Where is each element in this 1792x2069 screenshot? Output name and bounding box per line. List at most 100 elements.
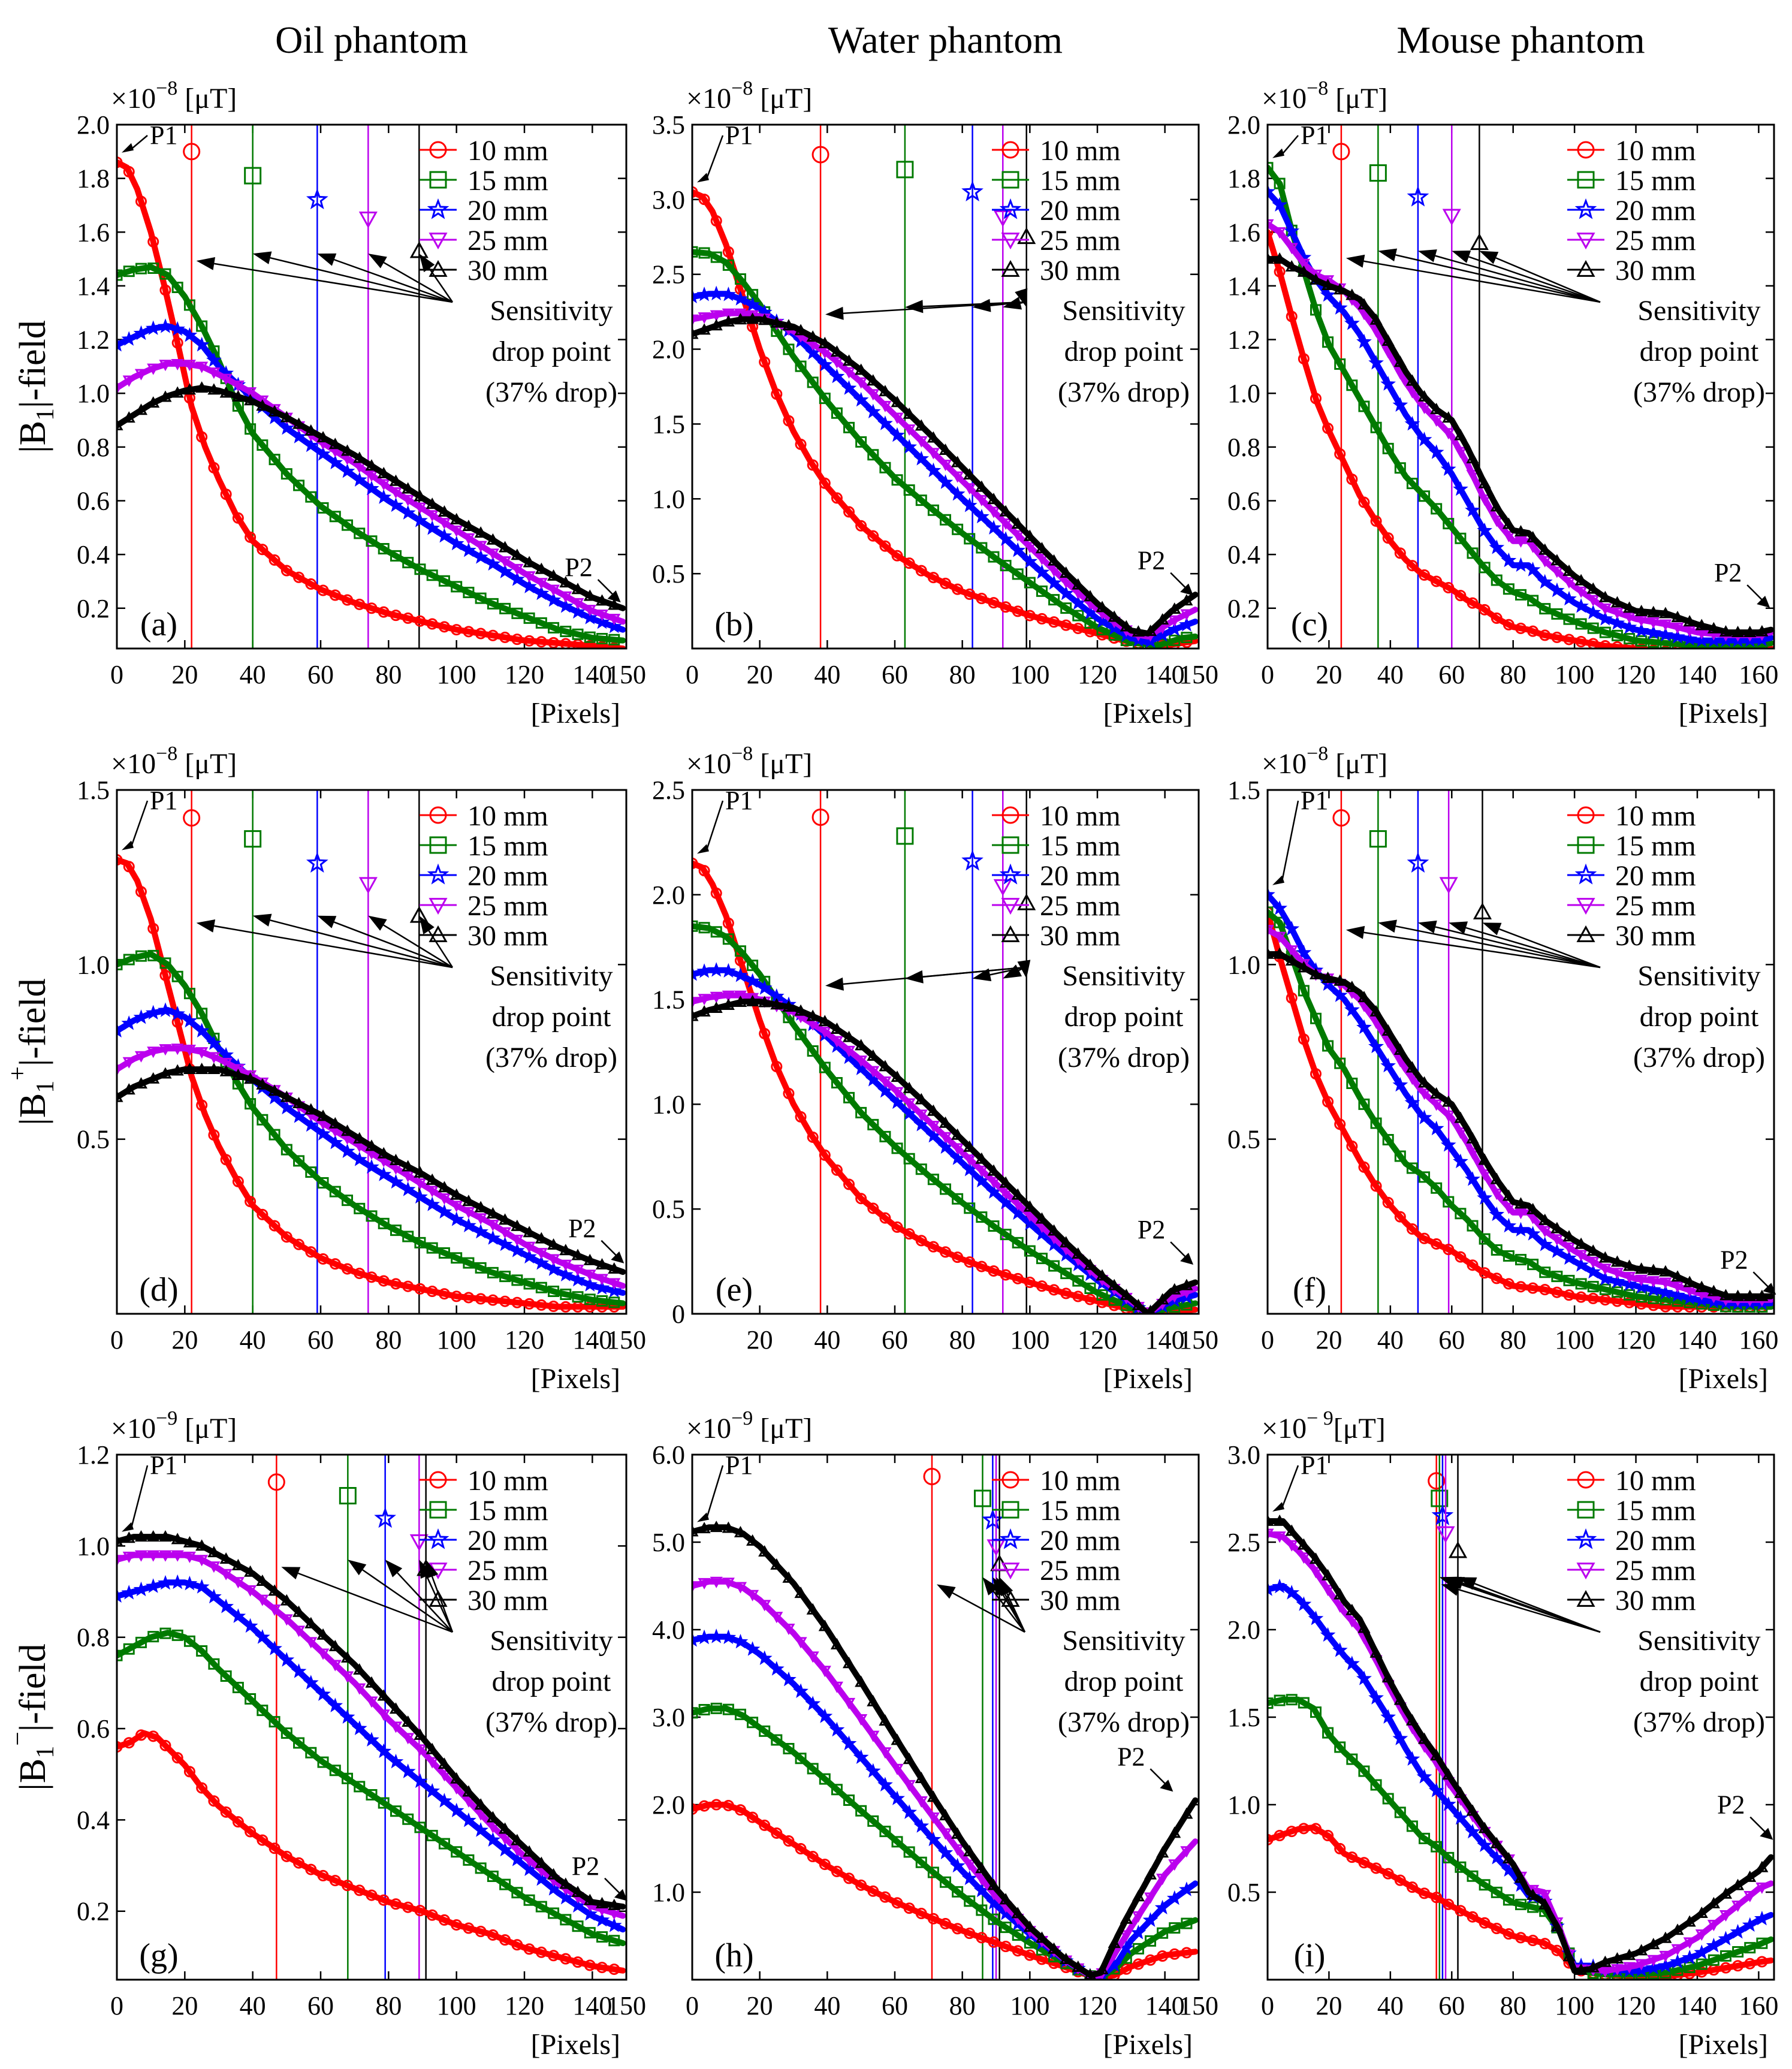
series-marker-2 (891, 474, 903, 486)
series-marker-4 (195, 1555, 209, 1567)
annotation-arrow-1 (1458, 1588, 1601, 1633)
series-marker-5 (830, 1637, 843, 1649)
series-marker-1 (1599, 640, 1611, 649)
series-marker-1 (1310, 393, 1322, 405)
series-marker-2 (1012, 1236, 1024, 1248)
p2-label: P2 (1117, 1742, 1145, 1771)
legend-label-3: 20 mm (1615, 195, 1696, 227)
series-marker-4 (1144, 1892, 1157, 1904)
series-marker-2 (891, 1142, 903, 1154)
series-marker-5 (523, 1845, 536, 1857)
series-marker-4 (195, 361, 209, 373)
series-marker-5 (1120, 1288, 1133, 1300)
series-marker-2 (1636, 635, 1648, 647)
series-marker-5 (1322, 279, 1335, 291)
p1-arrowhead (1272, 1501, 1284, 1512)
series-marker-2 (123, 1643, 135, 1655)
series-marker-2 (245, 1693, 257, 1705)
series-marker-2 (378, 1217, 390, 1229)
series-marker-1 (964, 1928, 976, 1940)
series-marker-1 (771, 388, 783, 400)
series-marker-3 (793, 1683, 808, 1699)
series-marker-3 (1272, 1578, 1288, 1594)
series-marker-4 (692, 997, 699, 1009)
series-marker-3 (400, 1763, 416, 1778)
series-marker-4 (1322, 1585, 1335, 1597)
series-marker-5 (511, 548, 524, 560)
series-marker-5 (377, 1689, 390, 1701)
series-marker-5 (915, 419, 928, 431)
legend-label-5: 30 mm (1615, 255, 1696, 286)
series-marker-1 (1286, 992, 1298, 1004)
series-marker-2 (463, 587, 475, 599)
p2-arrowhead (607, 590, 621, 602)
series-marker-2 (1575, 1278, 1587, 1290)
series-marker-1 (1503, 1928, 1515, 1940)
series-marker-4 (595, 1274, 609, 1286)
series-marker-2 (269, 1716, 280, 1728)
series-marker-4 (987, 506, 1000, 518)
series-marker-2 (1756, 1937, 1768, 1949)
series-marker-3 (1380, 1057, 1396, 1073)
series-marker-2 (511, 1887, 523, 1899)
series-marker-5 (292, 417, 306, 429)
y-tick-label: 0.4 (77, 540, 110, 569)
chart-panel-e: ×10−8 [μT]20 40 60 80 100 120 14015000.51.01.5… (652, 743, 1218, 1395)
annotation-arrow-5 (1495, 257, 1601, 303)
series-marker-2 (1503, 1894, 1515, 1906)
series-marker-5 (794, 1004, 807, 1016)
series-marker-3 (1332, 300, 1348, 315)
series-marker-4 (1478, 1169, 1491, 1181)
series-marker-4 (891, 1087, 904, 1099)
series-marker-4 (1538, 1226, 1552, 1238)
annotation-line-2: drop point (1640, 1666, 1759, 1697)
series-marker-5 (316, 431, 330, 443)
series-marker-3 (570, 1898, 586, 1913)
series-marker-2 (366, 535, 378, 547)
annotation-arrowhead-3 (385, 1560, 403, 1578)
series-marker-1 (1024, 1949, 1036, 1961)
series-marker-1 (1334, 448, 1346, 460)
series-marker-1 (988, 597, 1000, 609)
series-marker-3 (1489, 1850, 1505, 1865)
series-marker-5 (879, 1714, 892, 1726)
series-marker-2 (135, 1636, 147, 1648)
series-marker-4 (1297, 1552, 1310, 1564)
annotation-line-2: drop point (1064, 1001, 1184, 1033)
series-marker-4 (1048, 565, 1061, 577)
y-tick-label: 2.0 (1227, 110, 1260, 140)
series-marker-1 (596, 1962, 608, 1974)
x-tick-label: 40 (814, 1325, 840, 1355)
annotation-arrow-3 (397, 1572, 453, 1633)
series-marker-5 (1132, 625, 1145, 637)
series-marker-1 (1346, 1851, 1358, 1863)
series-marker-1 (1370, 515, 1382, 527)
p1-arrow (130, 800, 149, 847)
series-marker-1 (759, 1819, 771, 1831)
series-marker-4 (608, 614, 621, 626)
unit-label: ×10−8 [μT] (686, 743, 812, 780)
series-marker-2 (608, 634, 620, 646)
series-marker-2 (499, 602, 511, 614)
series-marker-3 (708, 1628, 725, 1643)
series-marker-5 (389, 1153, 403, 1165)
annotation-arrowhead-4 (1452, 251, 1471, 263)
y-tick-label: 4.0 (652, 1615, 685, 1645)
series-marker-1 (1346, 473, 1358, 485)
series-marker-5 (1466, 451, 1479, 463)
series-marker-1 (390, 610, 402, 622)
series-marker-4 (794, 1637, 807, 1649)
series-marker-5 (1011, 1907, 1024, 1919)
drop-marker-1 (811, 146, 829, 164)
annotation-arrow-4 (426, 1575, 454, 1633)
x-tick-label: 140 (1145, 1325, 1185, 1355)
series-marker-1 (964, 588, 976, 600)
series-marker-2 (499, 1271, 511, 1283)
series-marker-3 (424, 1783, 441, 1798)
series-marker-2 (692, 920, 698, 932)
annotation-arrowhead-4 (1003, 297, 1022, 310)
series-marker-2 (171, 970, 183, 982)
series-marker-2 (584, 631, 596, 643)
series-marker-4 (122, 375, 135, 387)
x-tick-label: 60 (882, 660, 908, 689)
